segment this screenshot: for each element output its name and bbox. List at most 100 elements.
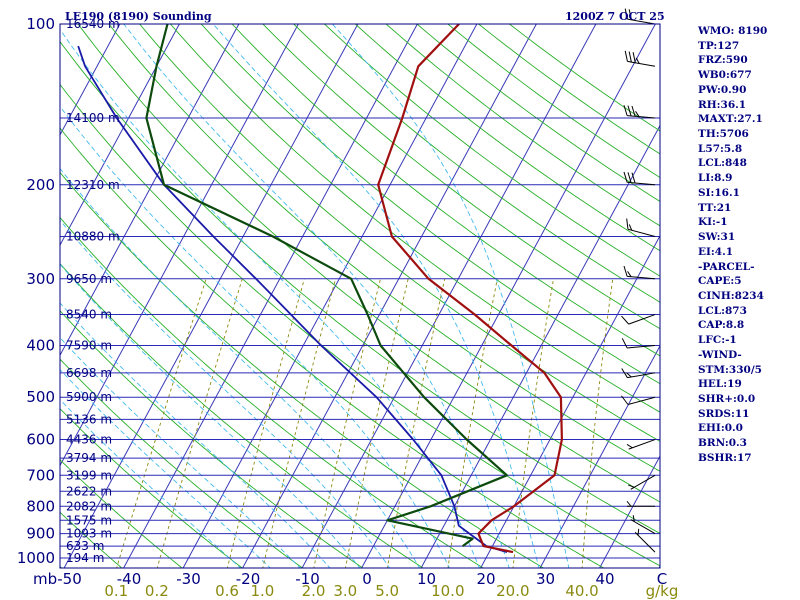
mixing-ratio-line xyxy=(581,278,614,568)
isotherm-line xyxy=(0,24,1,569)
moist-adiabat-line xyxy=(60,336,301,568)
isotherm-line xyxy=(60,24,61,26)
mixing-ratio-unit-label: g/kg xyxy=(646,582,679,600)
height-label: 7590 m xyxy=(66,339,112,353)
wind-barb xyxy=(621,314,656,325)
dry-adiabat-line xyxy=(200,24,660,385)
index-item: WB0:677 xyxy=(698,69,752,82)
moist-adiabat-line xyxy=(60,263,361,568)
pressure-unit-label: mb xyxy=(33,570,57,588)
height-label: 2082 m xyxy=(66,499,112,513)
dewpoint-line xyxy=(145,24,508,547)
mixing-ratio-line xyxy=(386,278,446,568)
moist-adiabat-line xyxy=(212,24,540,568)
isotherm-line xyxy=(182,24,478,568)
mixing-ratio-line xyxy=(226,278,305,568)
height-label: 5900 m xyxy=(66,390,112,404)
index-item: LCL:873 xyxy=(698,304,747,317)
temperature-tick-label: 10 xyxy=(417,570,436,588)
dry-adiabat-line xyxy=(139,24,660,442)
mixing-ratio-label: 20.0 xyxy=(496,582,529,600)
index-item: EI:4.1 xyxy=(698,245,734,258)
isotherm-line xyxy=(301,24,597,568)
dry-adiabat-line xyxy=(60,171,545,568)
mixing-ratio-label: 0.1 xyxy=(104,582,128,600)
mixing-ratio-line xyxy=(262,278,337,568)
index-item: HEL:19 xyxy=(698,378,742,391)
temperature-tick-label: -10 xyxy=(295,570,320,588)
index-item: BRN:0.3 xyxy=(698,437,747,450)
isotherm-line xyxy=(539,344,660,568)
height-label: 12310 m xyxy=(66,178,120,192)
dry-adiabat-line xyxy=(60,127,605,568)
plot-frame xyxy=(59,23,661,569)
dry-adiabat-line xyxy=(170,24,660,413)
height-label: 3199 m xyxy=(66,468,112,482)
index-item: L57:5.8 xyxy=(698,142,743,155)
isotherm-line xyxy=(123,24,418,568)
moist-adiabat-line xyxy=(60,398,242,568)
index-item: LFC:-1 xyxy=(698,334,737,347)
isotherm-line xyxy=(420,124,660,568)
dry-adiabat-line xyxy=(354,24,660,252)
index-item: SI:16.1 xyxy=(698,186,740,199)
pressure-tick-label: 600 xyxy=(26,431,55,449)
dry-adiabat-line xyxy=(0,24,3,569)
mixing-ratio-line xyxy=(344,278,409,568)
wind-barb xyxy=(634,528,656,553)
height-label: 10880 m xyxy=(66,229,120,243)
index-item: CINH:8234 xyxy=(698,289,764,302)
mixing-ratio-label: 3.0 xyxy=(333,582,357,600)
chart-time: 1200Z 7 OCT 25 xyxy=(565,10,665,23)
index-item: EHI:0.0 xyxy=(698,422,743,435)
wind-barb xyxy=(628,474,656,490)
temperature-tick-label: 30 xyxy=(536,570,555,588)
index-item: -PARCEL- xyxy=(698,260,755,273)
temperature-tick-label: 0 xyxy=(362,570,372,588)
temperature-tick-label: 20 xyxy=(476,570,495,588)
pressure-tick-label: 500 xyxy=(26,388,55,406)
isotherm-line xyxy=(480,234,660,568)
dry-adiabat-line xyxy=(60,40,660,535)
moist-adiabat-line xyxy=(123,24,510,568)
height-label: 1093 m xyxy=(66,527,112,541)
index-item: TH:5706 xyxy=(698,128,749,141)
height-label: 8540 m xyxy=(66,308,112,322)
dry-adiabat-line xyxy=(60,358,304,568)
wind-barb xyxy=(624,50,656,67)
dry-adiabat-line xyxy=(60,459,183,568)
index-item: BSHR:17 xyxy=(698,451,752,464)
wind-barb xyxy=(623,265,656,280)
index-item: RH:36.1 xyxy=(698,98,747,111)
height-label: 14100 m xyxy=(66,111,120,125)
pressure-tick-label: 400 xyxy=(26,337,55,355)
index-item: TP:127 xyxy=(698,39,740,52)
parcel-trace-line xyxy=(77,45,508,553)
height-label: 6698 m xyxy=(66,366,112,380)
mixing-ratio-line xyxy=(512,278,554,568)
isotherm-line xyxy=(361,24,656,568)
pressure-tick-label: 900 xyxy=(26,525,55,543)
mixing-ratio-label: 40.0 xyxy=(565,582,598,600)
isotherm-line xyxy=(60,24,299,467)
temperature-tick-label: -30 xyxy=(176,570,201,588)
temperature-tick-label: -40 xyxy=(117,570,142,588)
temperature-tick-label: -20 xyxy=(236,570,261,588)
moist-adiabat-line xyxy=(60,368,271,568)
isotherm-line xyxy=(63,24,359,568)
mixing-ratio-line xyxy=(447,278,498,568)
height-label: 5136 m xyxy=(66,412,112,426)
height-label: 633 m xyxy=(66,539,104,553)
index-item: SHR+:0.0 xyxy=(698,392,756,405)
dry-adiabat-line xyxy=(324,24,660,277)
index-item: LI:8.9 xyxy=(698,172,733,185)
pressure-tick-label: 1000 xyxy=(17,549,55,567)
wind-barb xyxy=(630,515,656,534)
temperature-line xyxy=(377,24,564,554)
dry-adiabat-line xyxy=(108,24,660,472)
index-item: FRZ:590 xyxy=(698,54,748,67)
index-item: TT:21 xyxy=(698,201,732,214)
moist-adiabat-line xyxy=(60,28,480,568)
wind-barb xyxy=(626,439,656,450)
